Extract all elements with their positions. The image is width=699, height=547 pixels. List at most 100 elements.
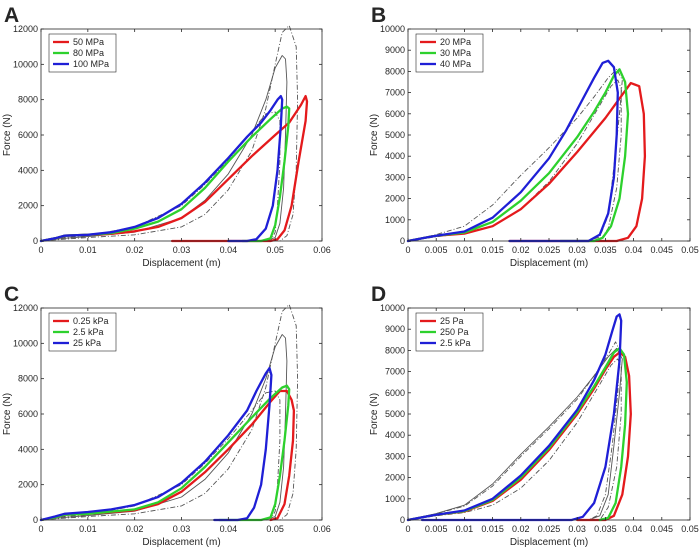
y-tick-label: 9000	[385, 45, 405, 55]
panel-a: A 0 0.01 0.02 0.03 0.04 0.05 0.06 0 2000 4000 6000 8…	[2, 4, 331, 269]
x-tick-label: 0.045	[651, 524, 674, 534]
y-tick-label: 0	[33, 236, 38, 246]
y-tick-label: 7000	[385, 88, 405, 98]
x-tick-label: 0.015	[481, 524, 504, 534]
series-line-3	[406, 59, 619, 243]
y-tick-label: 3000	[385, 172, 405, 182]
legend-label: 25 kPa	[73, 338, 101, 348]
x-tick-label: 0.025	[538, 245, 561, 255]
y-tick-label: 6000	[385, 388, 405, 398]
x-tick-label: 0.025	[538, 524, 561, 534]
series-line-3	[39, 94, 284, 243]
y-tick-label: 10000	[380, 24, 405, 34]
x-tick-label: 0.02	[512, 245, 530, 255]
x-tick-label: 0	[405, 524, 410, 534]
legend-label: 50 MPa	[73, 37, 104, 47]
x-tick-label: 0.035	[594, 524, 617, 534]
x-tick-label: 0	[38, 524, 43, 534]
y-tick-label: 9000	[385, 324, 405, 334]
series-line-3	[39, 366, 273, 522]
y-tick-label: 4000	[385, 151, 405, 161]
x-tick-label: 0.005	[425, 524, 448, 534]
series-line-3	[406, 313, 623, 522]
x-tick-label: 0.01	[79, 524, 97, 534]
x-tick-label: 0.05	[681, 524, 699, 534]
y-tick-label: 10000	[13, 59, 38, 69]
panel-letter: A	[4, 4, 19, 27]
panel-letter: C	[4, 283, 19, 306]
x-axis-label: Displacement (m)	[142, 537, 220, 547]
x-axis-label: Displacement (m)	[510, 537, 588, 547]
x-tick-label: 0.03	[173, 245, 191, 255]
reference-curve-2	[407, 79, 622, 242]
y-tick-label: 0	[33, 515, 38, 525]
panel-d: D 0 0.005 0.01 0.015 0.02 0.025 0.03 0.035 0.04 0.…	[369, 283, 699, 547]
legend-label: 40 MPa	[440, 59, 471, 69]
series-line-2	[406, 68, 630, 243]
x-tick-label: 0.03	[568, 524, 586, 534]
y-axis-label: Force (N)	[369, 114, 380, 156]
y-tick-label: 4000	[18, 165, 38, 175]
y-tick-label: 5000	[385, 409, 405, 419]
y-tick-label: 6000	[18, 409, 38, 419]
x-axis-label: Displacement (m)	[510, 258, 588, 269]
x-tick-label: 0.04	[625, 245, 643, 255]
x-tick-label: 0	[405, 245, 410, 255]
x-tick-label: 0.05	[266, 245, 284, 255]
y-tick-label: 6000	[385, 109, 405, 119]
y-tick-label: 10000	[13, 338, 38, 348]
legend-label: 30 MPa	[440, 48, 471, 58]
y-tick-label: 8000	[385, 66, 405, 76]
y-tick-label: 12000	[13, 303, 38, 313]
x-tick-label: 0.01	[456, 245, 474, 255]
y-axis-label: Force (N)	[369, 393, 380, 435]
y-tick-label: 8000	[385, 345, 405, 355]
y-tick-label: 2000	[18, 201, 38, 211]
y-tick-label: 1000	[385, 494, 405, 504]
x-axis-label: Displacement (m)	[142, 258, 220, 269]
y-tick-label: 6000	[18, 130, 38, 140]
y-tick-label: 8000	[18, 95, 38, 105]
x-tick-label: 0.05	[681, 245, 699, 255]
x-tick-label: 0.01	[456, 524, 474, 534]
y-axis-label: Force (N)	[2, 114, 13, 156]
y-tick-label: 4000	[385, 430, 405, 440]
reference-curve-2	[40, 304, 299, 521]
x-tick-label: 0.06	[313, 524, 331, 534]
legend-label: 80 MPa	[73, 48, 104, 58]
y-tick-label: 12000	[13, 24, 38, 34]
x-tick-label: 0.06	[313, 245, 331, 255]
x-tick-label: 0.02	[126, 524, 144, 534]
x-tick-label: 0.02	[126, 245, 144, 255]
y-tick-label: 0	[400, 515, 405, 525]
x-tick-label: 0.05	[266, 524, 284, 534]
x-tick-label: 0.045	[651, 245, 674, 255]
y-tick-label: 2000	[18, 480, 38, 490]
y-tick-label: 7000	[385, 367, 405, 377]
y-tick-label: 4000	[18, 444, 38, 454]
x-tick-label: 0	[38, 245, 43, 255]
legend-label: 100 MPa	[73, 59, 109, 69]
y-tick-label: 5000	[385, 130, 405, 140]
panel-letter: D	[371, 283, 386, 306]
y-tick-label: 0	[400, 236, 405, 246]
reference-curve-3	[407, 358, 622, 521]
legend-label: 250 Pa	[440, 327, 469, 337]
y-tick-label: 2000	[385, 473, 405, 483]
x-tick-label: 0.02	[512, 524, 530, 534]
legend-label: 20 MPa	[440, 37, 471, 47]
y-tick-label: 10000	[380, 303, 405, 313]
reference-curve-2	[407, 341, 620, 521]
panel-letter: B	[371, 4, 386, 27]
legend-label: 25 Pa	[440, 316, 464, 326]
legend-label: 2.5 kPa	[440, 338, 471, 348]
x-tick-label: 0.04	[220, 245, 238, 255]
y-tick-label: 2000	[385, 194, 405, 204]
x-tick-label: 0.035	[594, 245, 617, 255]
panel-b: B 0 0.005 0.01 0.015 0.02 0.025 0.03 0.035 0.04 0.…	[369, 4, 699, 269]
x-tick-label: 0.03	[173, 524, 191, 534]
